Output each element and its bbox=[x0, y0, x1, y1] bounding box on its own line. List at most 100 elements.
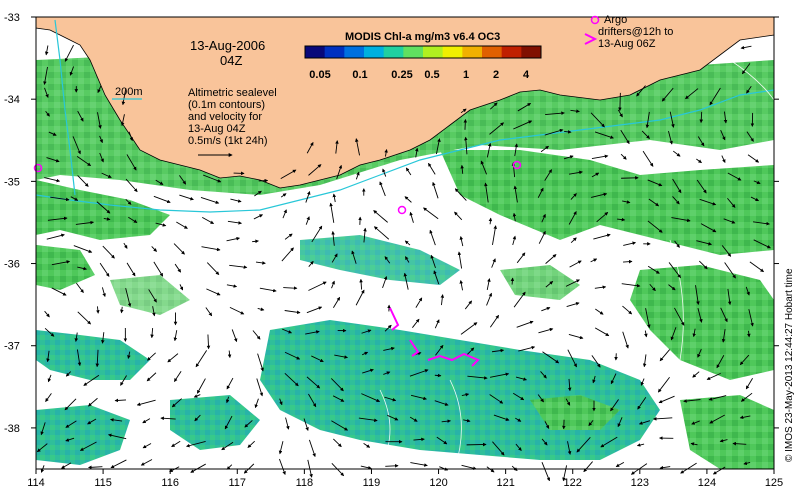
velocity-vector bbox=[493, 414, 510, 421]
velocity-vector bbox=[466, 347, 475, 356]
velocity-vector bbox=[637, 397, 647, 410]
velocity-vector bbox=[720, 307, 728, 323]
velocity-vector bbox=[454, 211, 463, 221]
velocity-vector bbox=[590, 258, 598, 263]
velocity-vector bbox=[538, 327, 554, 334]
velocity-vector bbox=[153, 261, 164, 277]
velocity-vector bbox=[120, 114, 125, 127]
velocity-vector bbox=[615, 461, 625, 468]
velocity-vector bbox=[576, 437, 591, 453]
velocity-vector bbox=[672, 178, 682, 194]
velocity-vector bbox=[226, 377, 234, 390]
velocity-vector bbox=[284, 233, 293, 240]
velocity-vector bbox=[492, 225, 497, 245]
velocity-vector bbox=[231, 329, 238, 343]
velocity-vector bbox=[671, 217, 691, 223]
velocity-vector bbox=[355, 138, 360, 156]
velocity-vector bbox=[155, 222, 167, 227]
velocity-vector bbox=[484, 182, 489, 203]
colorbar-swatch bbox=[383, 46, 404, 58]
velocity-vector bbox=[413, 437, 425, 442]
colorbar-swatch bbox=[482, 46, 503, 58]
velocity-vector bbox=[107, 433, 127, 440]
colorbar-swatch bbox=[521, 46, 542, 58]
velocity-vector bbox=[160, 416, 176, 421]
velocity-vector bbox=[355, 289, 365, 306]
velocity-vector bbox=[384, 148, 388, 157]
velocity-vector bbox=[153, 195, 171, 204]
velocity-vector bbox=[282, 328, 293, 334]
colorbar-tick-label: 0.25 bbox=[391, 69, 412, 81]
velocity-vector bbox=[545, 111, 565, 116]
velocity-vector bbox=[44, 45, 49, 56]
velocity-vector bbox=[435, 138, 441, 155]
x-tick-label: 121 bbox=[496, 477, 514, 489]
velocity-vector bbox=[171, 398, 182, 408]
velocity-vector bbox=[514, 143, 519, 157]
velocity-vector bbox=[719, 438, 728, 443]
colorbar-border bbox=[304, 45, 542, 59]
velocity-vector bbox=[545, 281, 554, 288]
date-label: 13-Aug-2006 bbox=[190, 38, 265, 53]
velocity-vector bbox=[568, 333, 584, 340]
velocity-vector bbox=[48, 131, 57, 136]
velocity-vector bbox=[173, 330, 178, 342]
velocity-vector bbox=[103, 217, 111, 221]
velocity-vector bbox=[95, 349, 100, 368]
velocity-vector bbox=[114, 398, 127, 403]
sealevel-note-line: (0.1m contours) bbox=[188, 99, 265, 111]
velocity-vector bbox=[430, 254, 436, 268]
velocity-vector bbox=[593, 233, 611, 240]
velocity-vector bbox=[125, 178, 138, 193]
velocity-vector bbox=[69, 66, 75, 76]
velocity-vector bbox=[257, 353, 264, 372]
isobath-label: 200m bbox=[115, 86, 143, 98]
velocity-vector bbox=[752, 221, 771, 226]
velocity-vector bbox=[460, 322, 478, 335]
velocity-vector bbox=[333, 438, 342, 448]
velocity-vector bbox=[36, 443, 48, 453]
velocity-vector bbox=[409, 369, 429, 377]
velocity-vector bbox=[746, 131, 754, 142]
velocity-vector bbox=[201, 246, 221, 252]
velocity-vector bbox=[537, 187, 544, 198]
velocity-vector bbox=[306, 141, 314, 154]
velocity-vector bbox=[699, 198, 717, 206]
velocity-vector bbox=[65, 437, 75, 442]
velocity-vector bbox=[72, 136, 81, 155]
velocity-vector bbox=[700, 223, 717, 233]
plot-frame bbox=[35, 16, 775, 470]
colorbar-tick-label: 2 bbox=[493, 69, 499, 81]
velocity-vector bbox=[588, 420, 594, 427]
velocity-vector bbox=[259, 287, 277, 293]
velocity-vector bbox=[284, 372, 299, 387]
velocity-vector bbox=[280, 193, 287, 198]
velocity-vector bbox=[75, 282, 84, 293]
velocity-vector bbox=[101, 172, 112, 178]
colorbar-swatch bbox=[364, 46, 385, 58]
x-tick-label: 117 bbox=[228, 477, 246, 489]
velocity-vector bbox=[440, 294, 445, 306]
velocity-vector bbox=[282, 209, 287, 219]
velocity-vector bbox=[382, 168, 387, 177]
velocity-vector bbox=[280, 169, 297, 180]
velocity-vector bbox=[692, 328, 696, 338]
velocity-vector bbox=[75, 220, 94, 225]
velocity-vector bbox=[672, 196, 680, 205]
velocity-vector bbox=[541, 438, 548, 446]
velocity-vector bbox=[279, 398, 283, 406]
velocity-vector bbox=[311, 355, 324, 363]
velocity-vector bbox=[568, 170, 583, 175]
velocity-vector bbox=[489, 314, 499, 328]
velocity-vector bbox=[750, 196, 760, 202]
velocity-vector bbox=[179, 194, 194, 201]
velocity-vector bbox=[226, 284, 238, 288]
velocity-vector bbox=[591, 172, 600, 178]
velocity-vector bbox=[97, 112, 102, 129]
isobath-west bbox=[54, 19, 76, 196]
velocity-vector bbox=[659, 465, 671, 470]
velocity-vector bbox=[712, 466, 726, 475]
velocity-vector bbox=[125, 288, 132, 308]
velocity-vector bbox=[336, 164, 343, 180]
velocity-vector bbox=[644, 330, 648, 338]
